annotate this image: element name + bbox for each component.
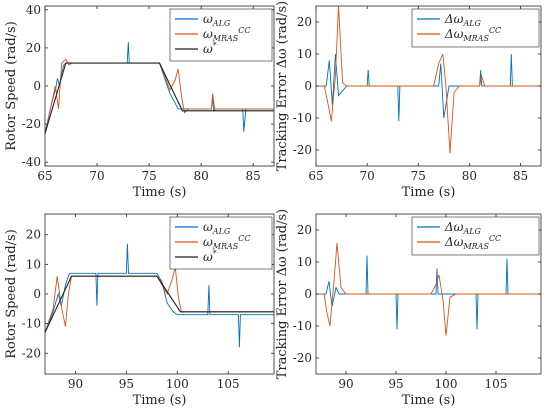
y-tick-label: 40 xyxy=(26,3,41,17)
chart-panel-4: 90 95 100 105 -20 -10 0 10 20 Time (s) Tracking Er… xyxy=(275,209,542,408)
y-tick-label: 20 xyxy=(297,15,312,29)
x-tick-label: 80 xyxy=(193,169,208,183)
x-tick-label: 75 xyxy=(141,169,156,183)
x-tick-label: 75 xyxy=(411,169,426,183)
y-tick-label: 10 xyxy=(297,255,312,269)
legend-label: ΔωMRASCC xyxy=(444,234,501,251)
y-axis-label: Tracking Error Δω (rad/s) xyxy=(275,209,290,379)
chart-panel-3: 90 95 100 105 -20 -10 0 10 20 Time (s) Rotor Speed… xyxy=(4,213,275,408)
legend-label: ΔωALG xyxy=(444,220,482,236)
x-tick-label: 70 xyxy=(359,169,374,183)
y-axis-label: Rotor Speed (rad/s) xyxy=(4,229,19,359)
legend-label: ωALG xyxy=(203,220,231,236)
x-tick-label: 85 xyxy=(513,169,528,183)
series-line-1 xyxy=(45,243,274,348)
y-tick-label: -10 xyxy=(293,111,312,125)
y-tick-label: -20 xyxy=(22,346,41,360)
x-axis-label: Time (s) xyxy=(133,185,187,200)
x-tick-label: 95 xyxy=(388,377,403,391)
y-tick-label: -20 xyxy=(22,117,41,131)
x-tick-label: 85 xyxy=(246,169,261,183)
y-axis-label: Tracking Error Δω (rad/s) xyxy=(275,1,290,171)
y-tick-label: 20 xyxy=(26,228,41,242)
y-tick-label: 20 xyxy=(297,223,312,237)
x-tick-label: 95 xyxy=(119,377,134,391)
legend-label: ωALG xyxy=(203,12,231,28)
series-line-1 xyxy=(316,255,541,330)
legend-label: ωMRASCC xyxy=(203,234,251,251)
x-tick-label: 100 xyxy=(435,377,458,391)
x-axis-label: Time (s) xyxy=(402,393,456,408)
y-tick-label: 0 xyxy=(33,79,41,93)
x-tick-label: 100 xyxy=(166,377,189,391)
x-tick-label: 105 xyxy=(217,377,240,391)
series-line-2 xyxy=(45,58,274,134)
series-line-2 xyxy=(316,242,541,336)
y-tick-label: 0 xyxy=(304,79,312,93)
x-tick-label: 105 xyxy=(485,377,508,391)
x-tick-label: 65 xyxy=(308,169,323,183)
series-line-3 xyxy=(45,62,274,134)
y-tick-label: -20 xyxy=(293,143,312,157)
x-axis-label: Time (s) xyxy=(402,185,456,200)
x-tick-label: 90 xyxy=(338,377,353,391)
x-tick-label: 80 xyxy=(462,169,477,183)
series-line-3 xyxy=(45,275,274,333)
y-tick-label: -20 xyxy=(293,351,312,365)
legend-label: ωMRASCC xyxy=(203,26,251,43)
y-tick-label: 0 xyxy=(33,287,41,301)
legend-label: ω* xyxy=(203,249,217,264)
y-tick-label: 10 xyxy=(297,47,312,61)
y-tick-label: 10 xyxy=(26,257,41,271)
x-axis-label: Time (s) xyxy=(133,393,187,408)
chart-panel-1: 65 70 75 80 85 -40 -20 0 20 40 Time (s) Rotor Speed… xyxy=(4,3,275,200)
series-line-1 xyxy=(316,53,541,122)
legend-label: ω* xyxy=(203,41,217,56)
y-tick-label: -10 xyxy=(293,319,312,333)
y-tick-label: -40 xyxy=(22,155,41,169)
legend-label: ΔωALG xyxy=(444,12,482,28)
series-line-2 xyxy=(316,6,541,154)
y-tick-label: 0 xyxy=(304,287,312,301)
x-tick-label: 70 xyxy=(89,169,104,183)
y-tick-label: 20 xyxy=(26,41,41,55)
x-tick-label: 90 xyxy=(68,377,83,391)
chart-panel-2: 65 70 75 80 85 -20 -10 0 10 20 Time (s) Tracking Er… xyxy=(275,1,542,200)
y-axis-label: Rotor Speed (rad/s) xyxy=(4,21,19,151)
y-tick-label: -10 xyxy=(22,317,41,331)
legend-label: ΔωMRASCC xyxy=(444,26,501,43)
x-tick-label: 65 xyxy=(37,169,52,183)
